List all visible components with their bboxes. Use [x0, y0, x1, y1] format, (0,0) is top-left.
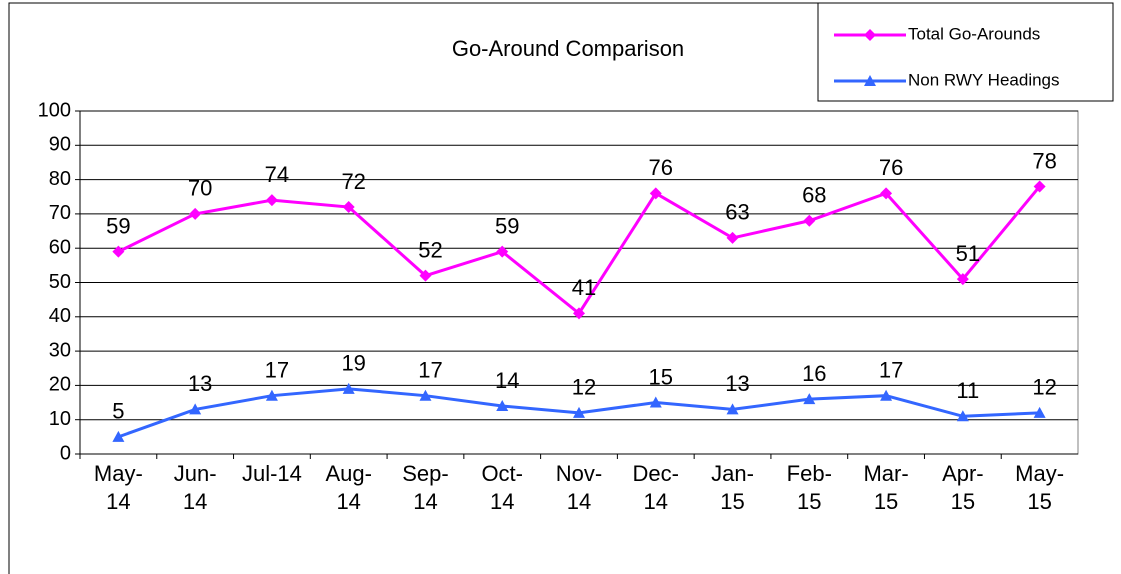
x-tick-label-box: Apr-15 [942, 461, 984, 514]
data-label: 76 [649, 155, 673, 180]
point [265, 194, 278, 207]
x-tick-label: Apr-15 [942, 461, 984, 514]
data-label: 13 [188, 371, 212, 396]
point [726, 231, 739, 244]
data-label: 59 [495, 213, 519, 238]
y-tick-label: 80 [49, 168, 71, 190]
point [726, 403, 739, 415]
data-label: 13 [725, 371, 749, 396]
data-label: 51 [956, 241, 980, 266]
data-label: 16 [802, 361, 826, 386]
point [803, 393, 816, 405]
data-label: 15 [649, 364, 673, 389]
x-tick-label-box: Oct-14 [481, 461, 523, 514]
point [189, 403, 202, 415]
point [496, 399, 509, 411]
data-label: 78 [1032, 148, 1056, 173]
point [419, 269, 432, 282]
data-label: 41 [572, 275, 596, 300]
point [189, 207, 202, 220]
x-tick-label: Jul-14 [241, 461, 302, 486]
chart-title: Go-Around Comparison [452, 36, 684, 61]
point [649, 187, 662, 200]
data-label: 14 [495, 368, 519, 393]
point [956, 273, 969, 286]
data-label: 17 [265, 358, 289, 383]
point [573, 307, 585, 320]
y-tick-label: 0 [60, 442, 71, 464]
data-label: 12 [572, 375, 596, 400]
y-tick-label: 40 [49, 305, 71, 327]
data-label: 12 [1032, 375, 1056, 400]
x-tick-label-box: May-15 [1015, 461, 1065, 514]
x-tick-label: Feb-15 [786, 461, 832, 514]
x-tick-label-box: Sep-14 [402, 461, 449, 514]
point [496, 245, 509, 258]
point [956, 410, 969, 422]
point [1033, 180, 1046, 193]
y-tick-label: 90 [49, 134, 71, 156]
x-tick-label: Dec-14 [632, 461, 679, 514]
point [649, 396, 662, 408]
data-label: 5 [112, 399, 124, 424]
x-tick-label: Sep-14 [402, 461, 449, 514]
legend-label: Total Go-Arounds [908, 24, 1040, 43]
y-tick-label: 60 [49, 236, 71, 258]
data-label: 19 [341, 351, 365, 376]
x-tick-label-box: Jun-14 [173, 461, 217, 514]
x-tick-label: Oct-14 [481, 461, 523, 514]
x-tick-label: May-14 [93, 461, 143, 514]
y-tick-label: 50 [49, 271, 71, 293]
x-tick-label-box: Dec-14 [632, 461, 679, 514]
point [864, 29, 876, 41]
data-label: 74 [265, 162, 289, 187]
x-tick-label: Aug-14 [325, 461, 372, 514]
point [1033, 406, 1046, 418]
point [112, 430, 125, 442]
x-tick-label-box: Aug-14 [325, 461, 372, 514]
point [419, 389, 432, 401]
point [112, 245, 125, 258]
data-label: 68 [802, 183, 826, 208]
y-tick-label: 100 [38, 99, 71, 121]
point [573, 406, 585, 418]
data-label: 17 [879, 358, 903, 383]
x-tick-label-box: Mar-15 [863, 461, 909, 514]
data-label: 72 [341, 169, 365, 194]
data-label: 52 [418, 237, 442, 262]
data-label: 76 [879, 155, 903, 180]
y-tick-label: 10 [49, 408, 71, 430]
x-tick-label: May-15 [1015, 461, 1065, 514]
point [803, 214, 816, 227]
x-tick-label: Jun-14 [173, 461, 217, 514]
data-label: 63 [725, 200, 749, 225]
x-tick-label-box: Jan-15 [711, 461, 754, 514]
y-tick-label: 30 [49, 339, 71, 361]
point [342, 382, 355, 394]
point [265, 389, 278, 401]
x-tick-label-box: Jul-14 [241, 461, 302, 486]
data-label: 59 [106, 213, 130, 238]
x-tick-label-box: Nov-14 [555, 461, 603, 514]
x-tick-label-box: Feb-15 [786, 461, 832, 514]
y-tick-label: 20 [49, 374, 71, 396]
x-tick-label: Nov-14 [555, 461, 603, 514]
data-label: 11 [956, 378, 979, 403]
data-label: 17 [418, 358, 442, 383]
data-label: 70 [188, 176, 212, 201]
x-tick-label: Mar-15 [863, 461, 909, 514]
point [880, 187, 893, 200]
point [864, 75, 876, 86]
x-tick-label: Jan-15 [711, 461, 754, 514]
point [880, 389, 893, 401]
legend-label: Non RWY Headings [908, 70, 1060, 89]
x-tick-label-box: May-14 [93, 461, 143, 514]
y-tick-label: 70 [49, 202, 71, 224]
point [342, 201, 355, 214]
